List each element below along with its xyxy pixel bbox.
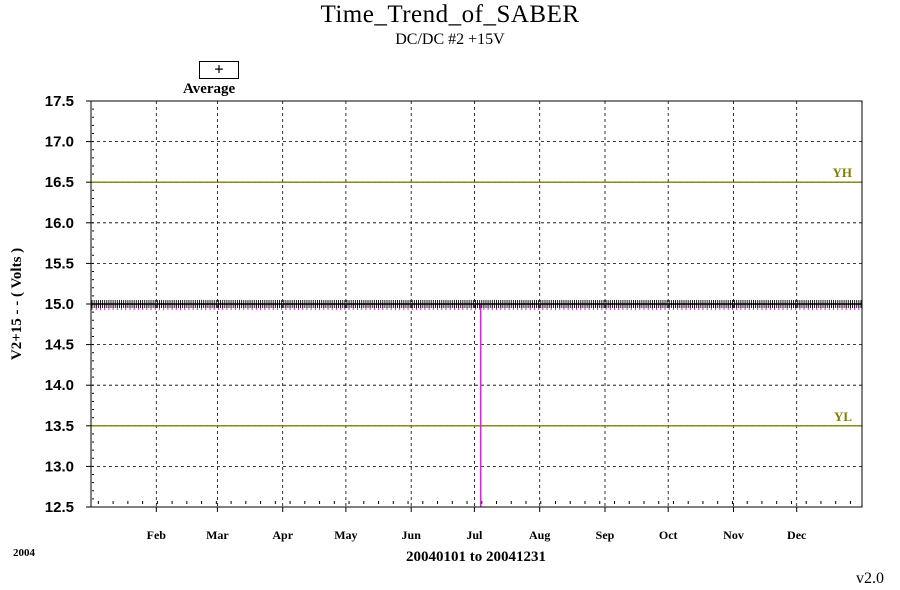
plot-frame [90, 100, 863, 508]
y-tick-label: 16.5 [45, 174, 74, 191]
y-tick-label: 17.5 [45, 93, 74, 110]
y-tick-label: 14.5 [45, 337, 74, 354]
x-tick-label: Oct [659, 528, 678, 542]
chart-subtitle: DC/DC #2 +15V [395, 31, 505, 48]
x-axis-label: 20040101 to 20041231 [406, 549, 546, 565]
limit-label-yh: YH [833, 165, 853, 180]
y-tick-label: 16.0 [45, 215, 74, 232]
x-tick-label: Mar [206, 528, 229, 542]
y-tick-label: 13.0 [45, 458, 74, 475]
x-tick-label: May [334, 528, 357, 542]
data-series [91, 300, 862, 507]
limit-label-yl: YL [834, 409, 852, 424]
x-tick-label: Nov [723, 528, 744, 542]
x-tick-label: Jun [402, 528, 422, 542]
x-tick-label: Sep [596, 528, 615, 542]
y-tick-label: 12.5 [45, 499, 74, 516]
x-tick-label: Apr [272, 528, 293, 542]
limit-lines: YH YL [91, 165, 862, 427]
x-tick-label: Feb [147, 528, 167, 542]
x-tick-label: Aug [529, 528, 550, 542]
x-tick-label: Jul [466, 528, 483, 542]
y-tick-label: 17.0 [45, 134, 74, 151]
y-tick-label: 13.5 [45, 418, 74, 435]
y-axis-label: V2+15 - - ( Volts ) [9, 248, 25, 360]
grid-lines [86, 100, 862, 512]
y-tick-label: 15.0 [45, 296, 74, 313]
x-tick-label: Dec [787, 528, 807, 542]
legend-marker: + [199, 61, 239, 79]
legend-label: Average [183, 81, 236, 97]
version-label: v2.0 [856, 570, 884, 587]
year-label: 2004 [13, 547, 35, 559]
chart-title: Time_Trend_of_SABER [320, 1, 580, 28]
y-tick-label: 15.5 [45, 255, 74, 272]
y-tick-labels: 17.5 17.0 16.5 16.0 15.5 15.0 14.5 14.0 13.5 13.0… [45, 93, 74, 516]
y-tick-label: 14.0 [45, 377, 74, 394]
x-tick-labels: Feb Mar Apr May Jun Jul Aug Sep Oct Nov Dec [147, 528, 807, 542]
minor-ticks [92, 100, 851, 508]
